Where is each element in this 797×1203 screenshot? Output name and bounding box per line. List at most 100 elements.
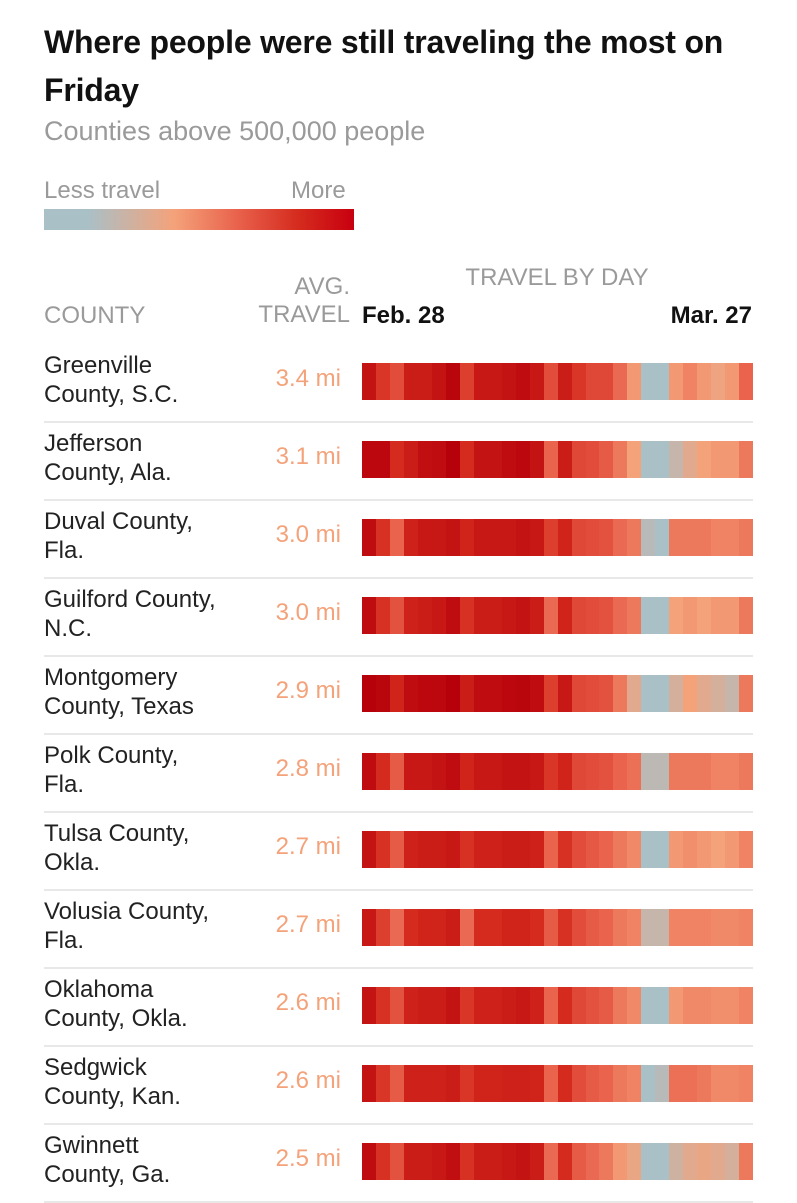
day-cell bbox=[627, 519, 642, 556]
day-cell bbox=[473, 831, 488, 868]
day-cell bbox=[529, 363, 544, 400]
day-cell bbox=[683, 831, 698, 868]
day-cell bbox=[599, 1143, 614, 1180]
day-cell bbox=[389, 831, 404, 868]
day-cell bbox=[613, 909, 628, 946]
day-cell bbox=[417, 753, 432, 790]
day-cell bbox=[445, 597, 460, 634]
avg-travel-value: 2.9 mi bbox=[275, 677, 341, 704]
day-cell bbox=[697, 597, 712, 634]
day-cell bbox=[529, 753, 544, 790]
county-name: Jefferson County, Ala. bbox=[44, 429, 254, 487]
day-cell bbox=[655, 675, 670, 712]
day-cell bbox=[697, 753, 712, 790]
day-cell bbox=[375, 1143, 390, 1180]
day-cell bbox=[655, 1065, 670, 1102]
county-name-line2: County, Kan. bbox=[44, 1083, 181, 1110]
county-row: Volusia County, Fla. 2.7 mi bbox=[44, 891, 754, 969]
travel-by-day-strip bbox=[362, 1065, 754, 1102]
day-cell bbox=[557, 909, 572, 946]
day-cell bbox=[515, 519, 530, 556]
day-cell bbox=[711, 1143, 726, 1180]
day-cell bbox=[711, 987, 726, 1024]
avg-travel-value: 2.8 mi bbox=[275, 755, 341, 782]
day-cell bbox=[403, 1143, 418, 1180]
county-name-line2: County, Ga. bbox=[44, 1161, 171, 1188]
day-cell bbox=[683, 597, 698, 634]
county-name: Greenville County, S.C. bbox=[44, 351, 254, 409]
day-cell bbox=[543, 597, 558, 634]
day-cell bbox=[613, 441, 628, 478]
day-cell bbox=[739, 753, 754, 790]
day-cell bbox=[515, 597, 530, 634]
day-cell bbox=[683, 1065, 698, 1102]
day-cell bbox=[389, 363, 404, 400]
day-cell bbox=[725, 753, 740, 790]
day-cell bbox=[529, 441, 544, 478]
county-name-line2: County, Okla. bbox=[44, 1005, 188, 1032]
day-cell bbox=[669, 909, 684, 946]
day-cell bbox=[641, 909, 656, 946]
county-name: Tulsa County, Okla. bbox=[44, 819, 254, 877]
day-cell bbox=[487, 675, 502, 712]
day-cell bbox=[431, 675, 446, 712]
county-name-line2: Fla. bbox=[44, 537, 85, 564]
day-cell bbox=[599, 519, 614, 556]
day-cell bbox=[375, 441, 390, 478]
day-cell bbox=[711, 753, 726, 790]
day-cell bbox=[459, 909, 474, 946]
day-cell bbox=[459, 675, 474, 712]
day-cell bbox=[417, 1065, 432, 1102]
avg-travel-value: 3.0 mi bbox=[275, 521, 341, 548]
day-cell bbox=[431, 1143, 446, 1180]
day-cell bbox=[487, 753, 502, 790]
column-header-avg-line1: AVG. bbox=[294, 273, 350, 300]
day-cell bbox=[362, 909, 376, 946]
day-cell bbox=[711, 675, 726, 712]
day-cell bbox=[585, 1143, 600, 1180]
day-cell bbox=[641, 753, 656, 790]
day-cell bbox=[571, 831, 586, 868]
day-cell bbox=[683, 441, 698, 478]
county-name-line2: Okla. bbox=[44, 849, 101, 876]
day-cell bbox=[641, 675, 656, 712]
day-cell bbox=[487, 987, 502, 1024]
day-cell bbox=[725, 831, 740, 868]
day-cell bbox=[627, 987, 642, 1024]
day-cell bbox=[473, 1065, 488, 1102]
day-cell bbox=[529, 1065, 544, 1102]
day-cell bbox=[445, 519, 460, 556]
travel-by-day-strip bbox=[362, 363, 754, 400]
day-cell bbox=[711, 597, 726, 634]
county-row: Oklahoma County, Okla. 2.6 mi bbox=[44, 969, 754, 1047]
day-cell bbox=[669, 675, 684, 712]
day-cell bbox=[389, 1143, 404, 1180]
county-row: Duval County, Fla. 3.0 mi bbox=[44, 501, 754, 579]
day-cell bbox=[445, 441, 460, 478]
day-cell bbox=[641, 1065, 656, 1102]
day-cell bbox=[683, 753, 698, 790]
day-cell bbox=[543, 909, 558, 946]
day-cell bbox=[362, 519, 376, 556]
day-cell bbox=[487, 519, 502, 556]
day-cell bbox=[641, 831, 656, 868]
legend-high-label: More bbox=[291, 177, 346, 204]
day-cell bbox=[515, 1143, 530, 1180]
county-row: Jefferson County, Ala. 3.1 mi bbox=[44, 423, 754, 501]
county-name-line1: Guilford County, bbox=[44, 586, 216, 613]
day-cell bbox=[599, 597, 614, 634]
day-cell bbox=[375, 831, 390, 868]
day-cell bbox=[571, 909, 586, 946]
day-cell bbox=[557, 363, 572, 400]
travel-by-day-strip bbox=[362, 519, 754, 556]
day-cell bbox=[697, 363, 712, 400]
day-cell bbox=[417, 597, 432, 634]
travel-by-day-strip bbox=[362, 441, 754, 478]
day-cell bbox=[669, 441, 684, 478]
day-cell bbox=[669, 519, 684, 556]
day-cell bbox=[669, 1065, 684, 1102]
day-cell bbox=[431, 753, 446, 790]
day-cell bbox=[627, 363, 642, 400]
day-cell bbox=[445, 363, 460, 400]
day-cell bbox=[585, 441, 600, 478]
